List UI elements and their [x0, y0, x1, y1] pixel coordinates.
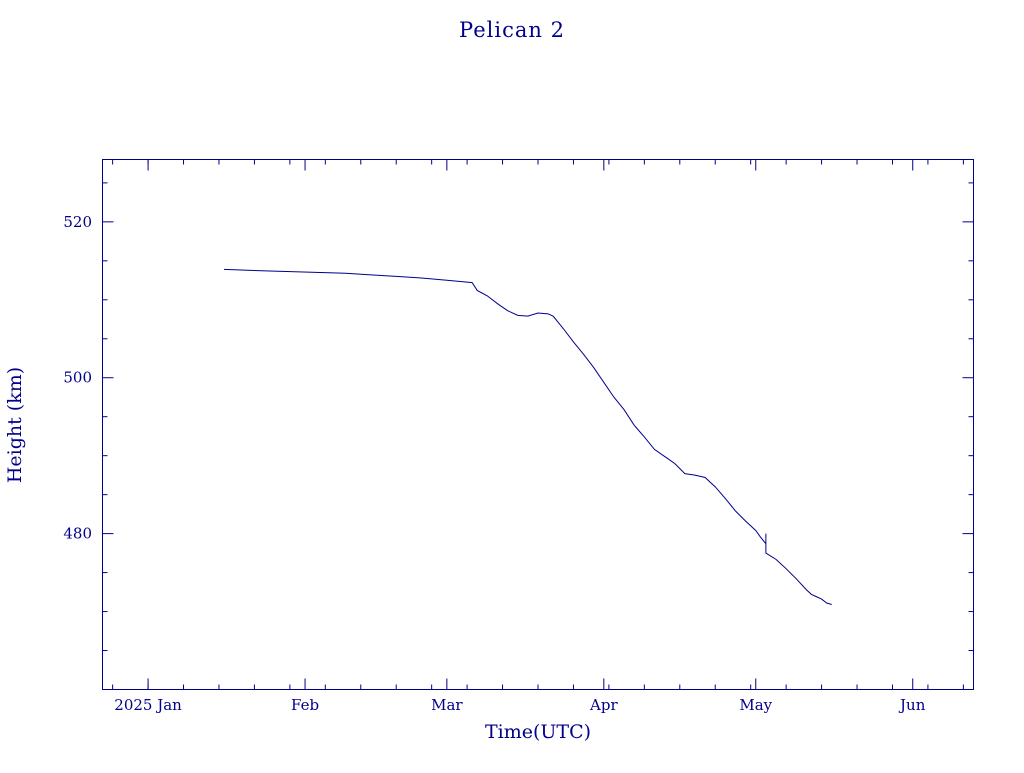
x-minor-ticks: [112, 159, 964, 690]
series-layer: [224, 268, 832, 606]
x-tick-label: Jun: [898, 696, 926, 714]
x-tick-label: Mar: [431, 696, 463, 714]
x-axis-label: Time(UTC): [485, 721, 591, 743]
x-tick-label: Feb: [291, 696, 319, 714]
x-tick-label: Apr: [589, 696, 618, 714]
y-tick-label: 520: [63, 213, 92, 231]
y-axis-label: Height (km): [4, 367, 26, 483]
y-tick-label: 480: [63, 525, 92, 543]
y-tick-label: 500: [63, 369, 92, 387]
series-line: [224, 268, 832, 606]
plot-frame: [102, 159, 974, 690]
x-tick-label: 2025 Jan: [114, 696, 182, 714]
y-axis: 480 500 520: [63, 213, 974, 543]
chart-title: Pelican 2: [459, 18, 565, 42]
x-axis: 2025 Jan Feb Mar Apr May Jun: [114, 159, 926, 714]
y-minor-ticks: [102, 182, 974, 690]
x-tick-label: May: [739, 696, 772, 714]
